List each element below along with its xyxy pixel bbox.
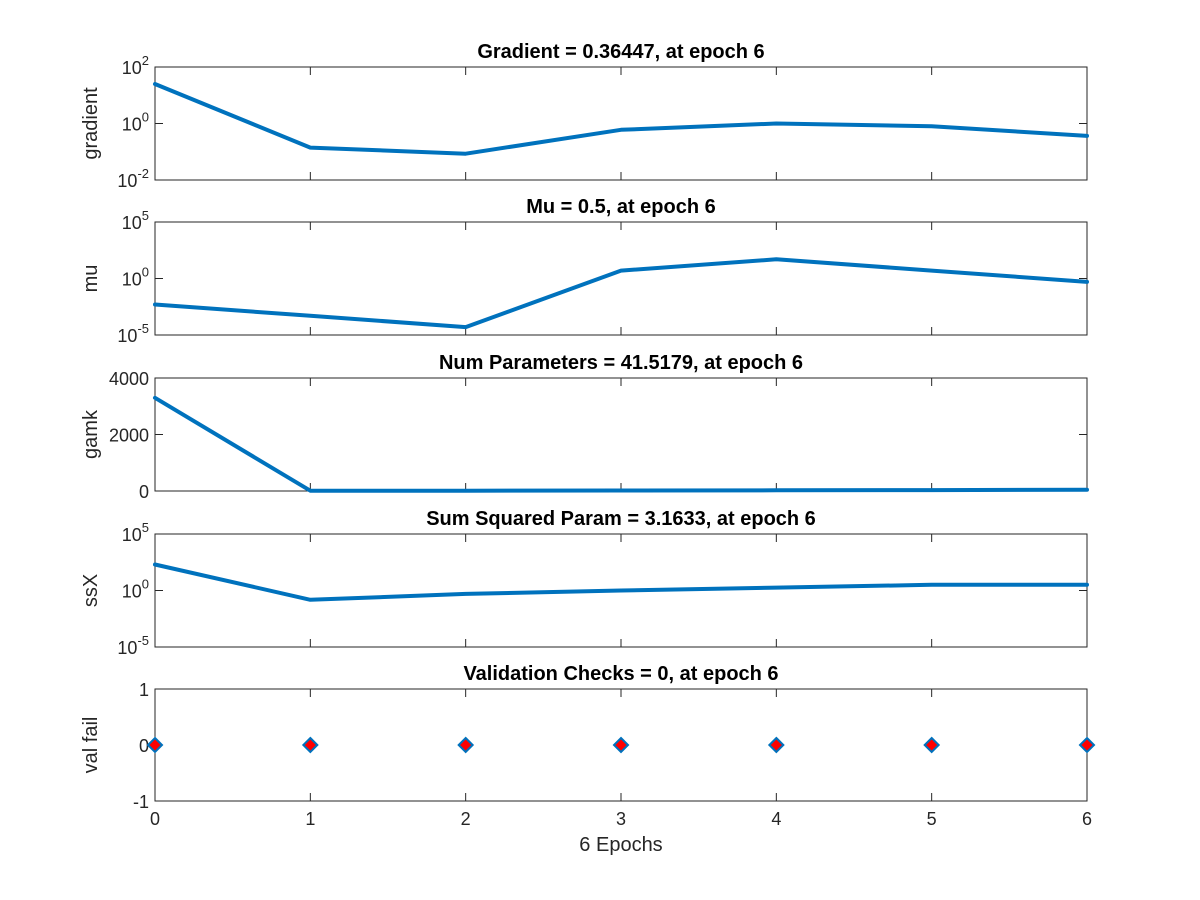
panel-title: Mu = 0.5, at epoch 6 [526, 196, 716, 218]
y-tick-label: 2000 [109, 426, 149, 446]
x-tick-label: 4 [771, 809, 781, 829]
y-tick-label: 105 [122, 520, 149, 545]
y-tick-label: 100 [122, 110, 149, 135]
y-axis-label: gamk [80, 409, 102, 459]
panel-3: 10-5 100 105 Sum Squared Param = 3.1633, at… [80, 508, 1089, 658]
y-tick-exponent: 5 [142, 208, 149, 223]
x-tick-label: 6 [1082, 809, 1092, 829]
series-line [153, 257, 1089, 330]
y-axis-label: gradient [80, 87, 102, 160]
axes-box [154, 66, 1088, 181]
data-point-marker [1078, 736, 1096, 754]
y-tick-label: 102 [122, 53, 149, 78]
y-tick-label: 100 [122, 265, 149, 290]
panel-title: Gradient = 0.36447, at epoch 6 [477, 41, 764, 63]
y-tick-label: 10-5 [117, 633, 149, 658]
y-tick-label: 0 [139, 736, 149, 756]
y-tick-exponent: 0 [142, 110, 149, 125]
data-point-marker [923, 736, 941, 754]
y-tick-label: -1 [133, 792, 149, 812]
y-tick-exponent: 2 [142, 53, 149, 68]
data-point-marker [146, 736, 164, 754]
series-line [153, 395, 1089, 493]
y-tick-exponent: 0 [142, 577, 149, 592]
y-tick-exponent: -5 [137, 633, 149, 648]
y-tick-label: 10-5 [117, 321, 149, 346]
y-tick-exponent: -5 [137, 321, 149, 336]
y-tick-exponent: 0 [142, 265, 149, 280]
x-axis-label: 6 Epochs [579, 834, 662, 856]
panel-title: Sum Squared Param = 3.1633, at epoch 6 [426, 508, 816, 530]
x-tick-label: 0 [150, 809, 160, 829]
y-axis-label: val fail [80, 717, 102, 774]
panel-0: 10-2 100 102 Gradient = 0.36447, at epoch 6… [80, 41, 1089, 191]
y-tick-exponent: -2 [137, 166, 149, 181]
y-tick-label: 4000 [109, 369, 149, 389]
data-point-marker [457, 736, 475, 754]
y-axis-label: mu [80, 265, 102, 293]
series-line [153, 82, 1089, 156]
panel-1: 10-5 100 105 Mu = 0.5, at epoch 6 mu [80, 196, 1089, 346]
x-tick-label: 5 [927, 809, 937, 829]
y-axis-label: ssX [80, 574, 102, 607]
panel-2: 0 2000 4000 Num Parameters = 41.5179, at ep… [80, 352, 1089, 502]
y-tick-exponent: 5 [142, 520, 149, 535]
y-tick-label: 105 [122, 208, 149, 233]
data-point-marker [301, 736, 319, 754]
y-tick-label: 0 [139, 482, 149, 502]
x-tick-label: 2 [461, 809, 471, 829]
panel-title: Num Parameters = 41.5179, at epoch 6 [439, 352, 803, 374]
y-tick-label: 100 [122, 577, 149, 602]
data-point-marker [767, 736, 785, 754]
x-tick-label: 1 [305, 809, 315, 829]
y-tick-label: 1 [139, 680, 149, 700]
panel-title: Validation Checks = 0, at epoch 6 [463, 663, 778, 685]
series-line [153, 562, 1089, 602]
axes-box [154, 377, 1088, 492]
data-point-marker [612, 736, 630, 754]
x-tick-label: 3 [616, 809, 626, 829]
y-tick-label: 10-2 [117, 166, 149, 191]
axes-box [154, 221, 1088, 336]
